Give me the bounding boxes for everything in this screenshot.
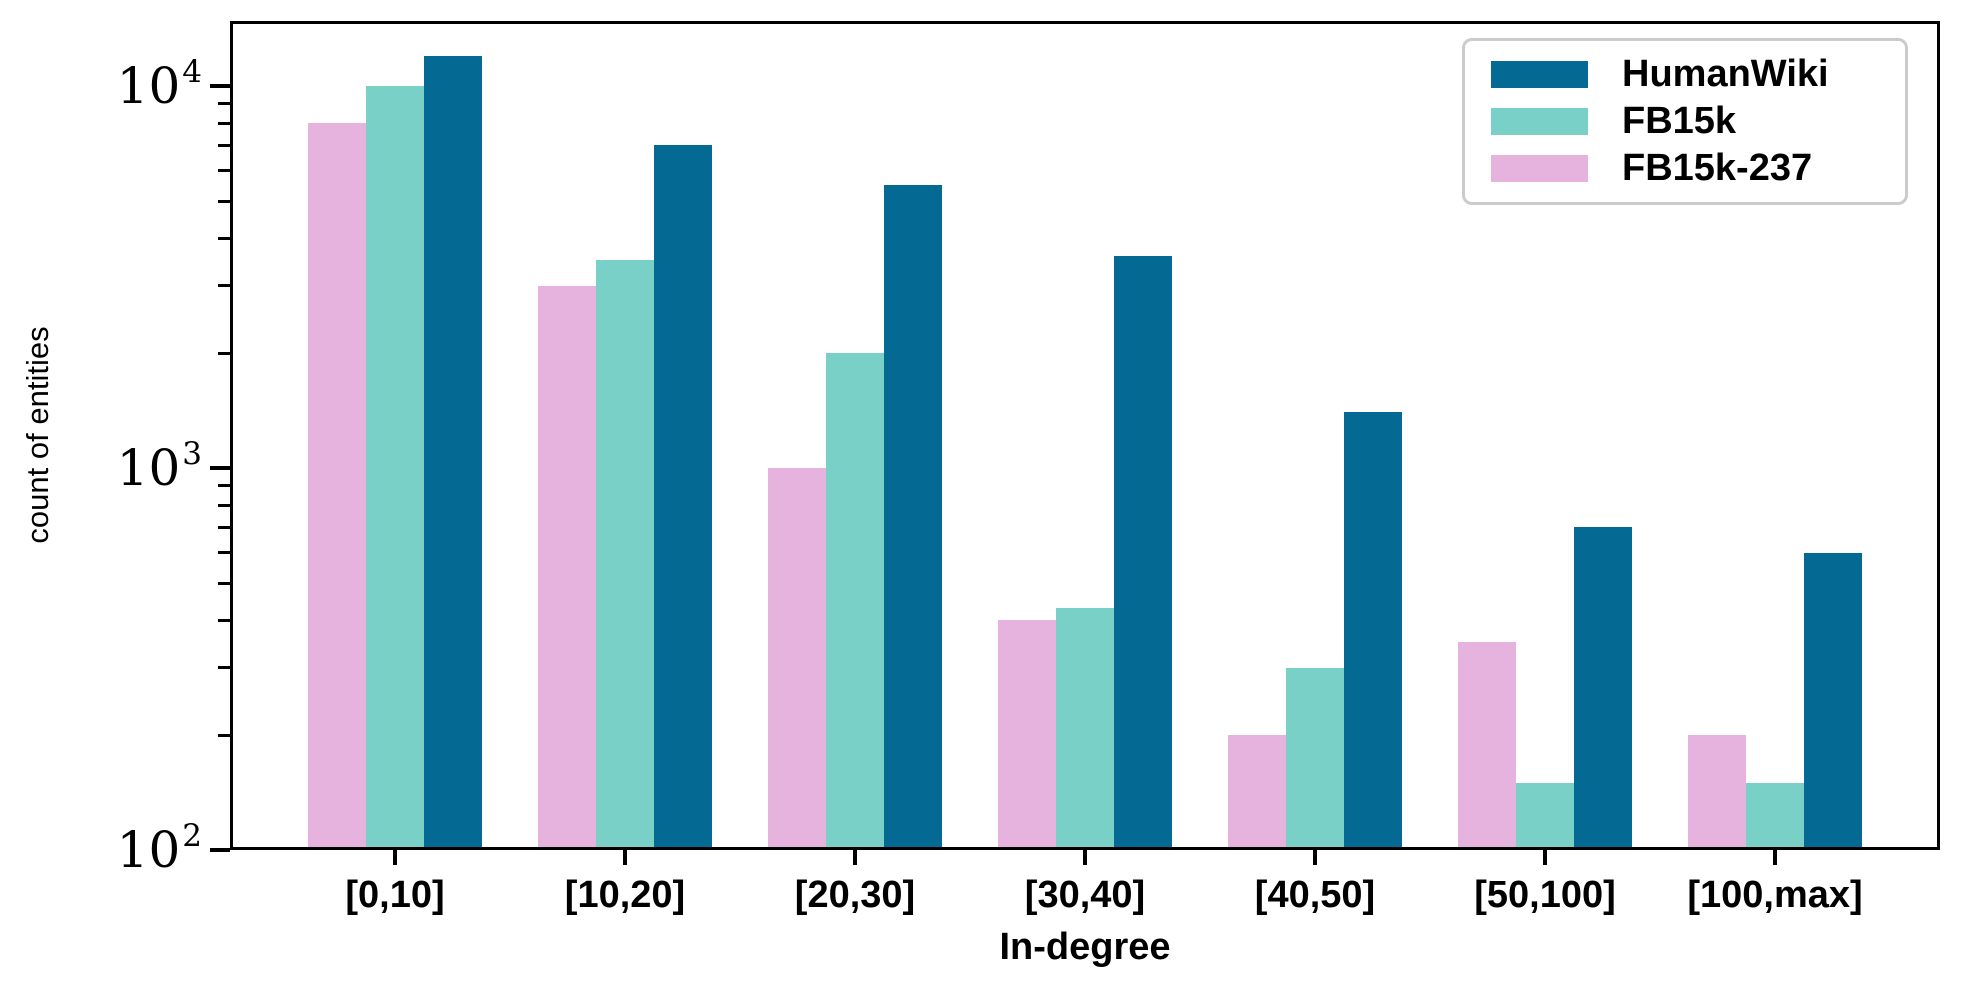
bar-FB15k — [366, 86, 424, 850]
bar-FB15k-237 — [1228, 735, 1286, 850]
x-tick-label: [20,30] — [794, 874, 916, 916]
bar-FB15k — [1286, 667, 1344, 850]
y-minor-tick — [218, 143, 230, 147]
x-tick — [1773, 850, 1777, 865]
x-tick — [1313, 850, 1317, 865]
x-tick — [623, 850, 627, 865]
legend-label: FB15k — [1622, 100, 1737, 142]
y-minor-tick — [218, 581, 230, 585]
x-tick-label: [50,100] — [1474, 874, 1616, 916]
legend-item: FB15k-237 — [1491, 147, 1879, 190]
y-tick-label-base: 10 — [116, 821, 181, 879]
y-tick-label-exponent: 4 — [182, 53, 202, 90]
bar-FB15k-237 — [1688, 735, 1746, 850]
bar-FB15k-237 — [1458, 642, 1516, 850]
y-minor-tick — [218, 618, 230, 622]
y-minor-tick — [218, 284, 230, 288]
bar-HumanWiki — [1344, 412, 1402, 850]
bar-FB15k-237 — [538, 285, 596, 850]
y-minor-tick — [218, 503, 230, 507]
bar-HumanWiki — [424, 55, 482, 850]
legend-swatch-FB15k-237 — [1491, 155, 1588, 182]
legend: HumanWiki FB15k FB15k-237 — [1462, 38, 1908, 205]
legend-label: HumanWiki — [1622, 53, 1829, 95]
x-tick — [1543, 850, 1547, 865]
y-tick-label-base: 10 — [116, 57, 181, 116]
y-axis-label: count of entities — [20, 326, 55, 544]
y-minor-tick — [218, 551, 230, 555]
y-tick-label-base: 10 — [116, 439, 181, 498]
y-minor-tick — [218, 351, 230, 355]
y-minor-tick — [218, 121, 230, 125]
x-tick — [1083, 850, 1087, 865]
y-minor-tick — [218, 102, 230, 105]
x-tick-label: [30,40] — [1024, 874, 1146, 916]
legend-item: HumanWiki — [1491, 53, 1879, 96]
y-tick-label: 10 3 — [32, 438, 202, 498]
bar-FB15k — [1516, 782, 1574, 850]
legend-swatch-FB15k — [1491, 108, 1588, 135]
y-major-tick — [210, 84, 230, 89]
bar-FB15k — [1746, 782, 1804, 850]
y-tick-label: 10 2 — [32, 820, 202, 880]
y-minor-tick — [218, 169, 230, 173]
y-tick-label: 10 4 — [32, 56, 202, 116]
x-tick — [393, 850, 397, 865]
y-minor-tick — [218, 666, 230, 670]
bar-HumanWiki — [884, 185, 942, 850]
y-tick-label-exponent: 2 — [182, 817, 202, 854]
bar-FB15k-237 — [998, 620, 1056, 850]
legend-label: FB15k-237 — [1622, 147, 1813, 189]
bar-FB15k — [1056, 608, 1114, 850]
x-tick — [853, 850, 857, 865]
y-minor-tick — [218, 525, 230, 529]
legend-swatch-HumanWiki — [1491, 61, 1588, 88]
y-tick-label-exponent: 3 — [182, 435, 202, 472]
y-major-tick — [210, 848, 230, 852]
bar-FB15k — [596, 260, 654, 850]
bar-FB15k-237 — [768, 468, 826, 850]
x-tick-label: [100,max] — [1687, 874, 1863, 916]
legend-item: FB15k — [1491, 100, 1879, 143]
bar-HumanWiki — [1574, 527, 1632, 850]
y-minor-tick — [218, 483, 230, 487]
y-major-tick — [210, 466, 230, 471]
bar-HumanWiki — [654, 145, 712, 850]
bar-HumanWiki — [1804, 552, 1862, 850]
x-tick-label: [0,10] — [345, 874, 445, 916]
x-axis-label: In-degree — [999, 926, 1171, 968]
y-minor-tick — [218, 236, 230, 240]
bar-HumanWiki — [1114, 255, 1172, 850]
x-tick-label: [40,50] — [1254, 874, 1376, 916]
y-minor-tick — [218, 733, 230, 737]
bar-FB15k-237 — [308, 123, 366, 850]
bar-FB15k — [826, 353, 884, 850]
x-tick-label: [10,20] — [564, 874, 686, 916]
y-minor-tick — [218, 199, 230, 203]
